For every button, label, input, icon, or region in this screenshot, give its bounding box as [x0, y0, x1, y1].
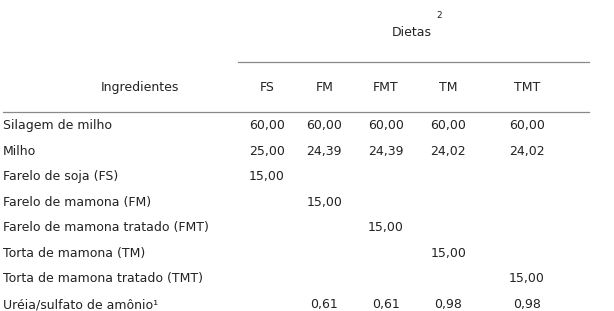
- Text: 0,61: 0,61: [310, 298, 338, 311]
- Text: Silagem de milho: Silagem de milho: [3, 119, 112, 132]
- Text: 60,00: 60,00: [306, 119, 342, 132]
- Text: FM: FM: [315, 81, 333, 94]
- Text: 24,39: 24,39: [306, 145, 342, 158]
- Text: Dietas: Dietas: [391, 26, 432, 39]
- Text: 25,00: 25,00: [249, 145, 285, 158]
- Text: Milho: Milho: [3, 145, 36, 158]
- Text: 60,00: 60,00: [430, 119, 466, 132]
- Text: 24,02: 24,02: [509, 145, 545, 158]
- Text: 0,61: 0,61: [371, 298, 400, 311]
- Text: 60,00: 60,00: [368, 119, 403, 132]
- Text: 15,00: 15,00: [509, 272, 545, 285]
- Text: Torta de mamona tratado (TMT): Torta de mamona tratado (TMT): [3, 272, 203, 285]
- Text: TM: TM: [439, 81, 457, 94]
- Text: 0,98: 0,98: [513, 298, 541, 311]
- Text: Farelo de mamona tratado (FMT): Farelo de mamona tratado (FMT): [3, 221, 209, 234]
- Text: TMT: TMT: [514, 81, 540, 94]
- Text: 15,00: 15,00: [430, 247, 466, 260]
- Text: Farelo de soja (FS): Farelo de soja (FS): [3, 170, 119, 183]
- Text: 15,00: 15,00: [368, 221, 403, 234]
- Text: FMT: FMT: [373, 81, 398, 94]
- Text: 24,02: 24,02: [430, 145, 466, 158]
- Text: 24,39: 24,39: [368, 145, 403, 158]
- Text: Farelo de mamona (FM): Farelo de mamona (FM): [3, 196, 151, 209]
- Text: Uréia/sulfato de amônio¹: Uréia/sulfato de amônio¹: [3, 298, 158, 311]
- Text: FS: FS: [260, 81, 274, 94]
- Text: 60,00: 60,00: [509, 119, 545, 132]
- Text: 60,00: 60,00: [249, 119, 285, 132]
- Text: 2: 2: [436, 11, 441, 20]
- Text: 0,98: 0,98: [434, 298, 462, 311]
- Text: 15,00: 15,00: [306, 196, 342, 209]
- Text: Ingredientes: Ingredientes: [101, 81, 179, 94]
- Text: Torta de mamona (TM): Torta de mamona (TM): [3, 247, 146, 260]
- Text: 15,00: 15,00: [249, 170, 285, 183]
